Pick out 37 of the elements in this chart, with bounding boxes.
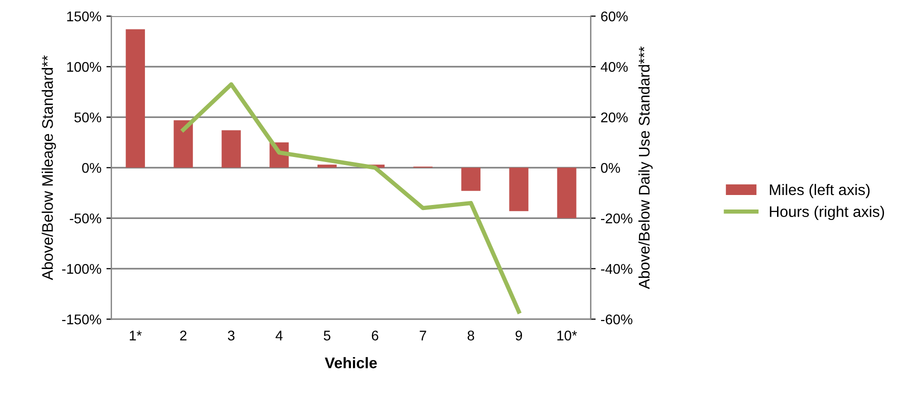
y-tick-label: 0% — [82, 162, 102, 173]
bar — [557, 168, 576, 218]
y2-tick-label: -60% — [601, 314, 632, 324]
bar — [509, 168, 528, 212]
y-tick-label: -100% — [62, 264, 102, 274]
y2-tick-label: 40% — [600, 62, 628, 72]
y-tick-label: -150% — [62, 314, 102, 324]
y-tick-label: 150% — [67, 11, 102, 22]
y-tick-label: 50% — [74, 112, 102, 122]
bar — [222, 130, 241, 168]
x-tick-label: 6 — [372, 330, 378, 340]
x-tick-label: 7 — [420, 330, 426, 340]
bar — [317, 164, 337, 168]
x-tick-label: 2 — [180, 330, 186, 340]
y-tick-label: -50% — [70, 213, 102, 224]
y-axis-title: Above/Below Mileage Standard** — [42, 55, 56, 280]
y-tick-label: 100% — [67, 62, 102, 72]
y2-tick-label: 20% — [601, 112, 628, 122]
legend-label: Hours (right axis) — [770, 206, 884, 220]
y2-tick-label: 60% — [601, 11, 628, 22]
bar — [461, 168, 480, 191]
x-tick-label: 8 — [468, 330, 474, 340]
legend-label: Miles (left axis) — [770, 184, 870, 198]
y2-tick-label: -20% — [601, 213, 632, 224]
x-tick-label: 4 — [276, 330, 283, 340]
x-axis-title: Vehicle — [324, 357, 377, 368]
y2-axis-title: Above/Below Daily Use Standard*** — [638, 46, 653, 290]
bar — [174, 120, 193, 168]
line-series — [181, 82, 521, 314]
x-tick-label: 9 — [516, 330, 522, 340]
y2-tick-label: -40% — [601, 264, 632, 274]
x-tick-label: 1* — [130, 330, 142, 340]
y2-tick-label: 0% — [600, 162, 620, 173]
x-tick-label: 5 — [324, 330, 330, 340]
bar — [126, 29, 145, 168]
x-tick-label: 10* — [557, 330, 577, 340]
x-tick-label: 3 — [228, 330, 234, 340]
